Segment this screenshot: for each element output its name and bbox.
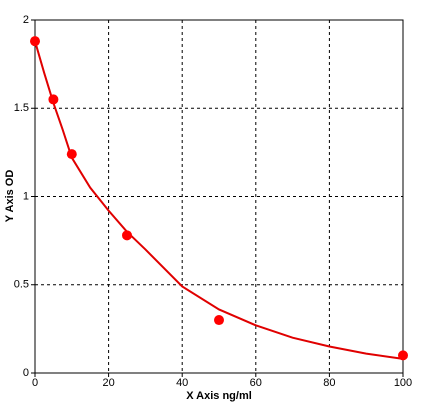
y-tick-label: 1 bbox=[23, 190, 29, 202]
data-point bbox=[66, 149, 77, 160]
y-tick-label: 1.5 bbox=[14, 102, 29, 114]
x-tick-label: 40 bbox=[176, 377, 188, 389]
data-point bbox=[122, 230, 132, 241]
data-point bbox=[48, 94, 59, 105]
x-tick-label: 80 bbox=[323, 377, 335, 389]
x-tick-label: 100 bbox=[394, 377, 412, 389]
x-tick-label: 0 bbox=[32, 377, 38, 389]
data-point bbox=[30, 36, 40, 47]
x-tick-label: 60 bbox=[250, 377, 262, 389]
x-tick-label: 20 bbox=[102, 377, 114, 389]
data-point bbox=[398, 350, 408, 361]
x-axis-label: X Axis ng/ml bbox=[186, 390, 252, 402]
y-tick-label: 2 bbox=[23, 14, 29, 26]
y-axis-label: Y Axis OD bbox=[4, 170, 16, 223]
data-point bbox=[214, 315, 224, 326]
y-tick-label: 0.5 bbox=[14, 279, 29, 291]
y-tick-label: 0 bbox=[23, 367, 29, 379]
fit-curve bbox=[34, 40, 404, 360]
